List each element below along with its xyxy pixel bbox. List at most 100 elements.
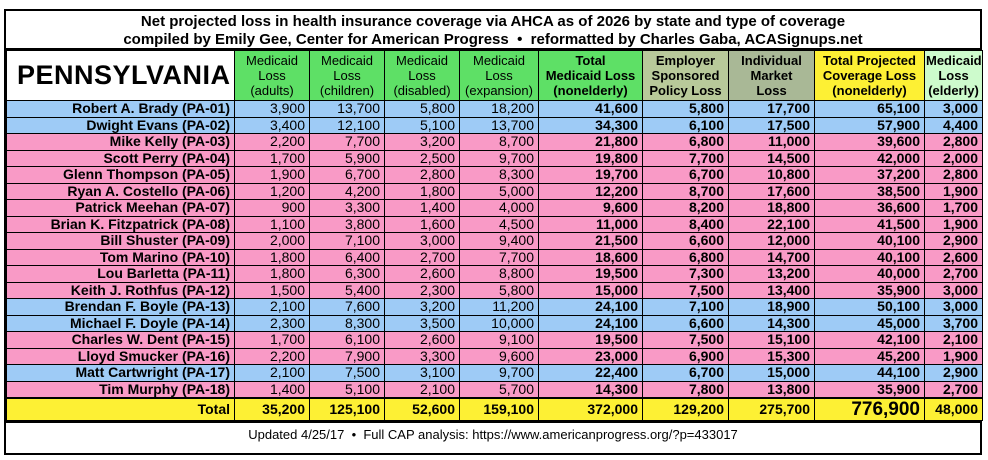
table-cell: 8,800 <box>459 265 539 283</box>
table-cell: 9,700 <box>459 364 539 382</box>
table-cell: 39,600 <box>814 133 925 151</box>
table-cell: 10,000 <box>459 314 539 332</box>
table-cell: 6,800 <box>642 248 729 266</box>
table-cell: 65,100 <box>814 100 925 118</box>
table-row: Matt Cartwright (PA-17) 2,100 7,500 3,100 9,… <box>6 364 983 382</box>
representative-name: Ryan A. Costello (PA-06) <box>6 182 235 200</box>
table-cell: 13,200 <box>728 265 815 283</box>
table-cell: 1,900 <box>924 182 983 200</box>
table-cell: 9,600 <box>459 347 539 365</box>
representative-name: Matt Cartwright (PA-17) <box>6 364 235 382</box>
total-cell: 776,900 <box>814 397 925 421</box>
table-cell: 14,300 <box>538 380 643 399</box>
table-cell: 8,300 <box>459 166 539 184</box>
table-cell: 2,900 <box>924 232 983 250</box>
representative-name: Brendan F. Boyle (PA-13) <box>6 298 235 316</box>
table-cell: 10,800 <box>728 166 815 184</box>
table-cell: 15,300 <box>728 347 815 365</box>
table-cell: 18,900 <box>728 298 815 316</box>
table-cell: 18,800 <box>728 199 815 217</box>
table-cell: 7,500 <box>642 281 729 299</box>
column-header-line: Sponsored <box>651 68 720 83</box>
column-header-line: Loss <box>485 68 513 83</box>
table-cell: 14,700 <box>728 248 815 266</box>
column-header-line: Loss <box>756 83 787 98</box>
table-cell: 37,200 <box>814 166 925 184</box>
table-cell: 2,200 <box>234 347 310 365</box>
column-header-line: Medicaid <box>926 53 982 68</box>
table-cell: 4,500 <box>459 215 539 233</box>
column-header-line: Total Projected <box>823 53 916 68</box>
table-cell: 5,000 <box>459 182 539 200</box>
table-cell: 7,700 <box>642 149 729 167</box>
table-cell: 3,100 <box>384 364 460 382</box>
table-cell: 3,000 <box>384 232 460 250</box>
column-header-line: Loss <box>333 68 361 83</box>
table-cell: 22,400 <box>538 364 643 382</box>
table-cell: 13,700 <box>309 100 385 118</box>
table-cell: 9,400 <box>459 232 539 250</box>
table-cell: 38,500 <box>814 182 925 200</box>
table-row: Bill Shuster (PA-09) 2,000 7,100 3,000 9,400… <box>6 232 983 250</box>
column-header-line: (expansion) <box>465 83 533 98</box>
total-cell: 48,000 <box>924 397 983 421</box>
table-cell: 1,800 <box>234 265 310 283</box>
table-cell: 8,700 <box>459 133 539 151</box>
column-header: Medicaid Loss (adults) <box>234 50 310 101</box>
table-cell: 1,800 <box>234 248 310 266</box>
table-cell: 2,100 <box>234 364 310 382</box>
column-header-line: Medicaid <box>320 53 374 68</box>
table-row: Mike Kelly (PA-03) 2,200 7,700 3,200 8,700 21… <box>6 133 983 151</box>
table-cell: 6,700 <box>642 364 729 382</box>
table-cell: 40,100 <box>814 232 925 250</box>
column-header-line: (nonelderly) <box>832 83 907 98</box>
representative-name: Charles W. Dent (PA-15) <box>6 331 235 349</box>
table-row: Brendan F. Boyle (PA-13) 2,100 7,600 3,200 1… <box>6 298 983 316</box>
table-cell: 18,600 <box>538 248 643 266</box>
table-cell: 1,100 <box>234 215 310 233</box>
column-header-line: Policy Loss <box>649 83 722 98</box>
table-cell: 2,300 <box>234 314 310 332</box>
total-label: Total <box>6 397 235 421</box>
table-cell: 14,300 <box>728 314 815 332</box>
representative-name: Tim Murphy (PA-18) <box>6 380 235 399</box>
table-cell: 4,400 <box>924 116 983 134</box>
table-cell: 13,800 <box>728 380 815 399</box>
table-cell: 40,100 <box>814 248 925 266</box>
state-name: PENNSYLVANIA <box>6 50 235 101</box>
table-cell: 14,500 <box>728 149 815 167</box>
total-cell: 372,000 <box>538 397 643 421</box>
table-cell: 7,100 <box>309 232 385 250</box>
table-cell: 7,900 <box>309 347 385 365</box>
table-cell: 19,500 <box>538 331 643 349</box>
table-cell: 6,700 <box>309 166 385 184</box>
table-cell: 2,600 <box>384 265 460 283</box>
table-cell: 11,000 <box>728 133 815 151</box>
table-row: Michael F. Doyle (PA-14) 2,300 8,300 3,500 1… <box>6 314 983 332</box>
table-cell: 1,500 <box>234 281 310 299</box>
total-cell: 52,600 <box>384 397 460 421</box>
table-cell: 7,600 <box>309 298 385 316</box>
table-cell: 3,200 <box>384 133 460 151</box>
table-row: Tom Marino (PA-10) 1,800 6,400 2,700 7,700 18… <box>6 248 983 266</box>
table-cell: 19,500 <box>538 265 643 283</box>
column-header: Individual Market Loss <box>728 50 815 101</box>
table-cell: 44,100 <box>814 364 925 382</box>
table-row: Tim Murphy (PA-18) 1,400 5,100 2,100 5,700 14… <box>6 380 983 399</box>
representative-name: Tom Marino (PA-10) <box>6 248 235 266</box>
table-cell: 23,000 <box>538 347 643 365</box>
table-cell: 3,200 <box>384 298 460 316</box>
table-cell: 11,000 <box>538 215 643 233</box>
table-cell: 13,700 <box>459 116 539 134</box>
table-cell: 5,400 <box>309 281 385 299</box>
table-cell: 1,400 <box>234 380 310 399</box>
table-cell: 6,300 <box>309 265 385 283</box>
table-cell: 6,800 <box>642 133 729 151</box>
representative-name: Robert A. Brady (PA-01) <box>6 100 235 118</box>
table-cell: 1,700 <box>924 199 983 217</box>
table-cell: 9,700 <box>459 149 539 167</box>
table-cell: 8,400 <box>642 215 729 233</box>
table-cell: 45,200 <box>814 347 925 365</box>
table-cell: 6,600 <box>642 232 729 250</box>
total-cell: 129,200 <box>642 397 729 421</box>
